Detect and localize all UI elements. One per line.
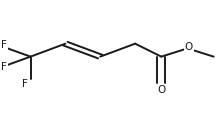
Text: O: O [157,85,165,95]
Text: O: O [184,42,193,52]
Text: F: F [2,62,7,72]
Text: F: F [2,40,7,50]
Text: F: F [22,79,28,89]
